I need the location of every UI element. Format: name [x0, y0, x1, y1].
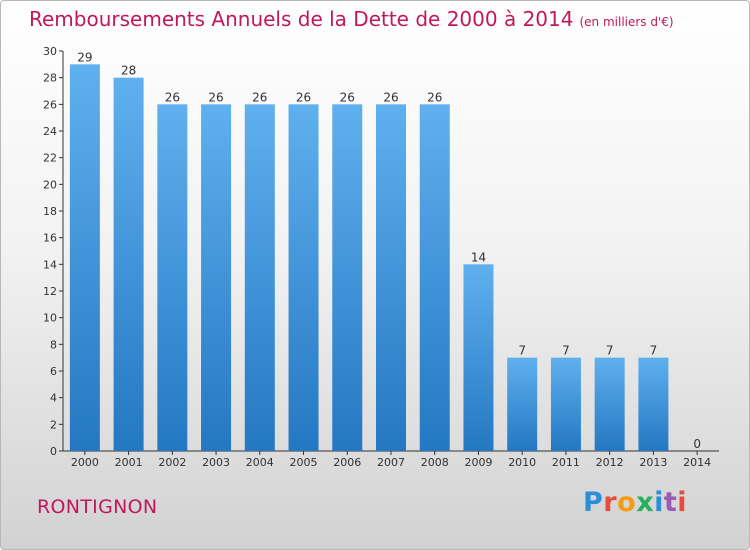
x-tick-label-2011: 2011 — [552, 456, 580, 469]
data-labels: 29 28 26 26 26 26 26 26 26 14 7 7 7 7 0 — [77, 50, 701, 451]
x-tick-label-2012: 2012 — [596, 456, 624, 469]
bar-2012 — [594, 357, 625, 451]
y-tick-label: 24 — [43, 125, 57, 138]
value-label-2002: 26 — [165, 90, 180, 104]
value-label-2006: 26 — [340, 90, 355, 104]
x-tick-label-2003: 2003 — [202, 456, 230, 469]
bar-2006 — [332, 104, 363, 451]
logo-letter: P — [583, 487, 604, 518]
bar-2001 — [113, 77, 144, 452]
logo-letter: r — [603, 487, 618, 518]
value-label-2014: 0 — [693, 437, 701, 451]
value-label-2007: 26 — [383, 90, 398, 104]
y-tick-label: 30 — [43, 45, 57, 58]
y-tick-label: 20 — [43, 178, 57, 191]
value-label-2008: 26 — [427, 90, 442, 104]
logo-letter: i — [654, 487, 664, 518]
chart-title: Remboursements Annuels de la Dette de 20… — [29, 7, 674, 31]
bar-2010 — [507, 357, 538, 451]
bar-2002 — [157, 104, 188, 451]
proxiti-logo: Proxiti — [583, 487, 687, 518]
value-label-2009: 14 — [471, 250, 486, 264]
y-tick-label: 12 — [43, 285, 57, 298]
value-label-2005: 26 — [296, 90, 311, 104]
x-tick-label-2000: 2000 — [71, 456, 99, 469]
y-tick-label: 26 — [43, 98, 57, 111]
logo-letter: o — [617, 487, 637, 518]
y-tick-label: 16 — [43, 232, 57, 245]
x-axis: 2000 2001 2002 2003 2004 2005 2006 2007 2008 2009… — [63, 450, 719, 469]
x-tick-label-2010: 2010 — [508, 456, 536, 469]
bar-2008 — [419, 104, 450, 451]
x-tick-label-2008: 2008 — [421, 456, 449, 469]
y-tick-label: 0 — [50, 445, 57, 458]
commune-name: RONTIGNON — [37, 496, 158, 518]
logo-letter: t — [663, 487, 678, 518]
bar-2000 — [69, 64, 100, 452]
chart-title-text: Remboursements Annuels de la Dette de 20… — [29, 7, 574, 31]
bar-2004 — [244, 104, 275, 451]
x-tick-label-2013: 2013 — [639, 456, 667, 469]
bar-series — [69, 64, 669, 452]
value-label-2011: 7 — [562, 344, 570, 358]
x-tick-label-2014: 2014 — [683, 456, 711, 469]
bar-2009 — [463, 264, 494, 451]
y-tick-label: 22 — [43, 152, 57, 165]
value-label-2000: 29 — [77, 50, 92, 64]
bar-2013 — [638, 357, 669, 451]
y-tick-label: 6 — [50, 365, 57, 378]
x-tick-label-2005: 2005 — [290, 456, 318, 469]
value-label-2003: 26 — [208, 90, 223, 104]
y-tick-label: 18 — [43, 205, 57, 218]
logo-letter: i — [677, 487, 688, 518]
value-label-2001: 28 — [121, 64, 136, 78]
y-tick-label: 8 — [50, 338, 57, 351]
x-tick-label-2007: 2007 — [377, 456, 405, 469]
y-tick-label: 28 — [43, 72, 57, 85]
value-label-2012: 7 — [606, 344, 614, 358]
value-label-2004: 26 — [252, 90, 267, 104]
logo-letter: x — [636, 487, 655, 518]
bar-2005 — [288, 104, 319, 451]
x-tick-label-2009: 2009 — [464, 456, 492, 469]
x-tick-label-2004: 2004 — [246, 456, 274, 469]
x-tick-label-2001: 2001 — [115, 456, 143, 469]
y-tick-label: 10 — [43, 312, 57, 325]
y-tick-label: 4 — [50, 392, 57, 405]
bar-2003 — [201, 104, 232, 451]
chart-unit-note: (en milliers d'€) — [579, 15, 674, 29]
y-tick-label: 14 — [43, 258, 57, 271]
x-tick-label-2002: 2002 — [158, 456, 186, 469]
value-label-2010: 7 — [518, 344, 526, 358]
x-tick-label-2006: 2006 — [333, 456, 361, 469]
y-tick-label: 2 — [50, 418, 57, 431]
bar-2007 — [376, 104, 406, 451]
bar-2011 — [550, 357, 581, 451]
value-label-2013: 7 — [650, 344, 658, 358]
